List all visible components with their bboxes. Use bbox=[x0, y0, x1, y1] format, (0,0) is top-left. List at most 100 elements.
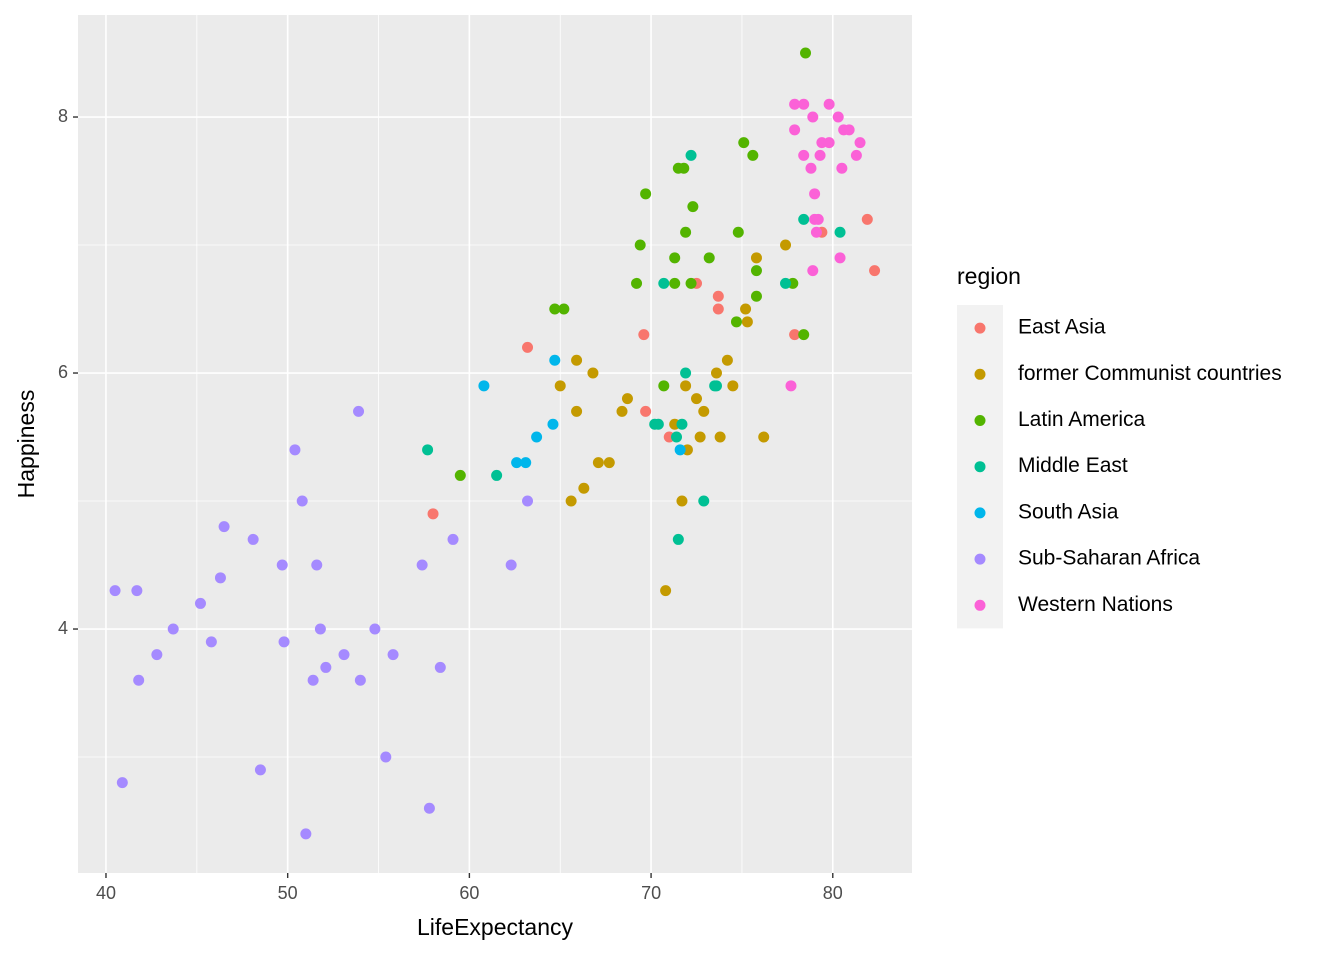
point bbox=[712, 290, 724, 302]
point bbox=[680, 226, 692, 238]
point bbox=[798, 329, 810, 341]
point bbox=[694, 431, 706, 443]
point bbox=[151, 649, 163, 661]
point bbox=[422, 444, 434, 456]
point bbox=[800, 47, 812, 59]
point bbox=[314, 623, 326, 635]
y-tick-label: 4 bbox=[58, 618, 68, 638]
point bbox=[850, 149, 862, 161]
point bbox=[740, 303, 752, 315]
point bbox=[214, 572, 226, 584]
point bbox=[750, 265, 762, 277]
legend-key bbox=[974, 415, 986, 426]
point bbox=[758, 431, 770, 443]
point bbox=[671, 431, 683, 443]
legend-key bbox=[974, 322, 986, 334]
point bbox=[750, 290, 762, 302]
point bbox=[587, 367, 599, 379]
point bbox=[511, 457, 523, 469]
point bbox=[710, 380, 722, 392]
point bbox=[247, 533, 259, 545]
point bbox=[861, 213, 873, 225]
panel bbox=[78, 15, 912, 873]
point bbox=[685, 277, 697, 289]
legend-key bbox=[974, 553, 986, 565]
x-tick-label: 50 bbox=[278, 883, 298, 903]
point bbox=[131, 585, 143, 597]
point bbox=[669, 277, 681, 289]
point bbox=[194, 597, 206, 609]
axes: 40 50 60 70 80 4 6 8 bbox=[58, 106, 843, 903]
point bbox=[447, 533, 459, 545]
legend-key bbox=[974, 599, 986, 611]
point bbox=[300, 828, 312, 840]
point bbox=[807, 111, 819, 123]
point bbox=[380, 751, 392, 763]
point bbox=[547, 418, 559, 430]
point bbox=[836, 162, 848, 174]
point bbox=[727, 380, 739, 392]
legend-key bbox=[974, 368, 986, 380]
point bbox=[714, 431, 726, 443]
point bbox=[549, 303, 561, 315]
point bbox=[416, 559, 428, 571]
points bbox=[109, 47, 881, 840]
point bbox=[712, 303, 724, 315]
point bbox=[522, 495, 534, 507]
point bbox=[640, 188, 652, 200]
point bbox=[747, 149, 759, 161]
point bbox=[750, 252, 762, 264]
point bbox=[505, 559, 517, 571]
point bbox=[698, 405, 710, 417]
point bbox=[634, 239, 646, 251]
point bbox=[854, 137, 866, 149]
point bbox=[338, 649, 350, 661]
point bbox=[205, 636, 217, 648]
point bbox=[640, 405, 652, 417]
x-tick-label: 60 bbox=[459, 883, 479, 903]
point bbox=[823, 137, 835, 149]
point bbox=[730, 316, 742, 328]
x-tick-label: 70 bbox=[641, 883, 661, 903]
point bbox=[549, 354, 561, 366]
point bbox=[276, 559, 288, 571]
point bbox=[809, 188, 821, 200]
point bbox=[652, 418, 664, 430]
point bbox=[789, 98, 801, 110]
legend-key bbox=[974, 507, 986, 519]
x-axis-title: LifeExpectancy bbox=[417, 914, 573, 940]
point bbox=[353, 405, 365, 417]
point bbox=[834, 252, 846, 264]
point bbox=[307, 674, 319, 686]
point bbox=[578, 482, 590, 494]
point bbox=[109, 585, 121, 597]
point bbox=[780, 277, 792, 289]
point bbox=[669, 252, 681, 264]
x-tick-label: 40 bbox=[96, 883, 116, 903]
point bbox=[554, 380, 566, 392]
point bbox=[823, 98, 835, 110]
point bbox=[218, 521, 230, 533]
point bbox=[296, 495, 308, 507]
point bbox=[369, 623, 381, 635]
point bbox=[603, 457, 615, 469]
point bbox=[676, 495, 688, 507]
point bbox=[680, 367, 692, 379]
point bbox=[354, 674, 366, 686]
legend-label: East Asia bbox=[1018, 316, 1106, 339]
point bbox=[703, 252, 715, 264]
point bbox=[658, 380, 670, 392]
point bbox=[738, 137, 750, 149]
point bbox=[116, 777, 128, 789]
point bbox=[869, 265, 881, 277]
point bbox=[565, 495, 577, 507]
y-tick-label: 8 bbox=[58, 106, 68, 126]
point bbox=[621, 393, 633, 405]
point bbox=[558, 303, 570, 315]
point bbox=[805, 162, 817, 174]
point bbox=[592, 457, 604, 469]
point bbox=[658, 277, 670, 289]
point bbox=[423, 802, 435, 814]
legend-title: region bbox=[957, 263, 1021, 289]
